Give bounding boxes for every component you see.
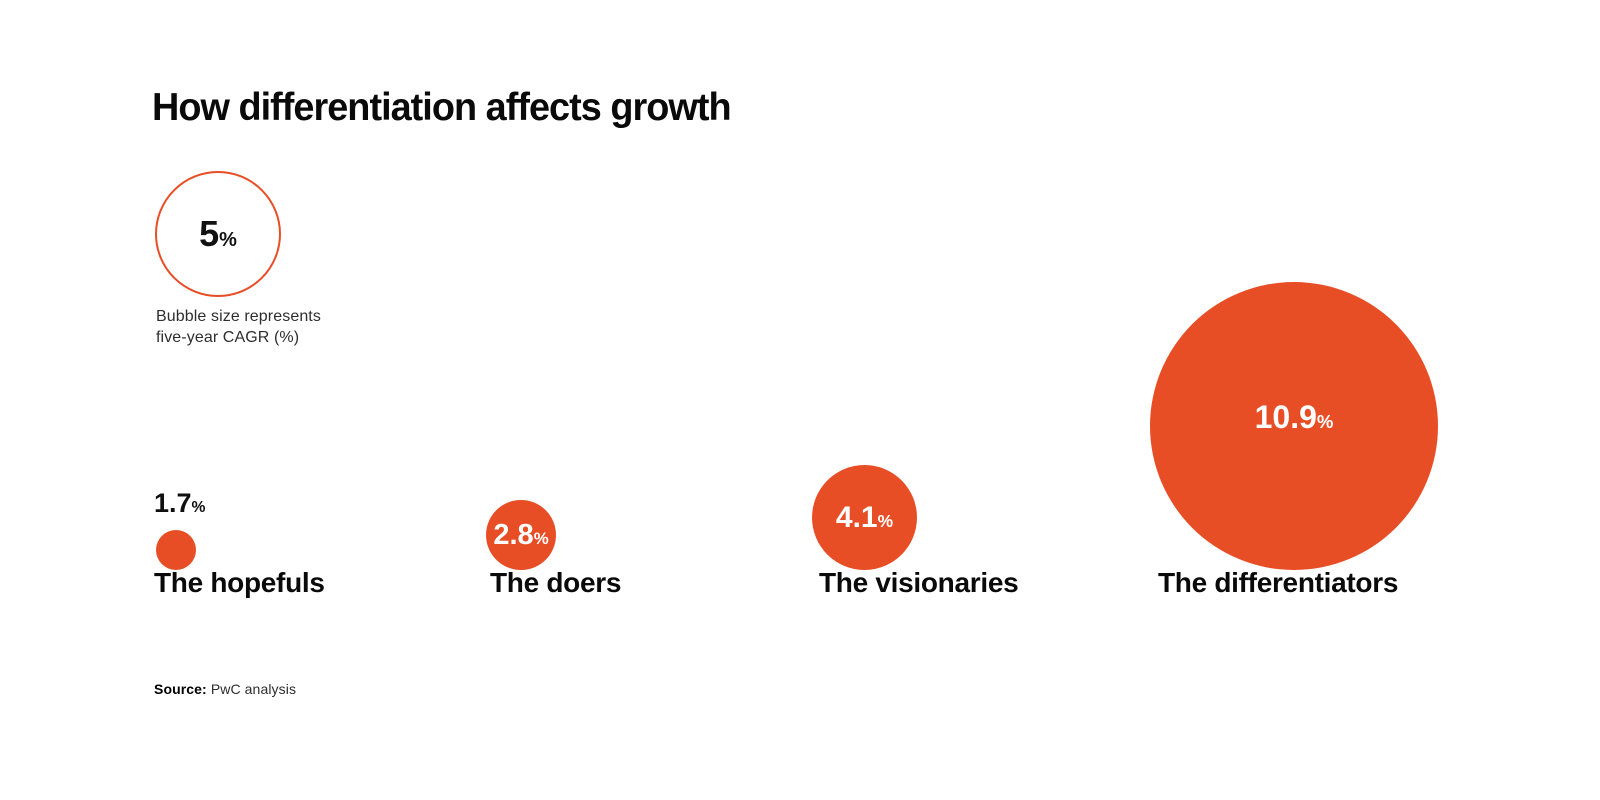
- bubble-value-differentiators: 10.9%: [1255, 401, 1334, 451]
- bubble-value-number: 4.1: [835, 500, 878, 534]
- legend-caption-line1: Bubble size represents: [156, 308, 321, 325]
- bubble-hopefuls: [156, 530, 196, 570]
- bubble-visionaries: 4.1%: [812, 465, 917, 570]
- legend-bubble-outline: 5%: [155, 171, 281, 297]
- legend-value-number: 5: [199, 213, 220, 254]
- legend-caption: Bubble size represents five-year CAGR (%…: [156, 306, 321, 348]
- chart-title: How differentiation affects growth: [152, 86, 732, 129]
- bubble-value-unit: %: [533, 528, 549, 548]
- legend-caption-line2: five-year CAGR (%): [156, 329, 300, 346]
- bubble-value-number: 1.7: [154, 488, 192, 518]
- legend-value-unit: %: [219, 229, 237, 251]
- bubble-value-hopefuls: 1.7%: [154, 490, 205, 517]
- category-label-hopefuls: The hopefuls: [154, 567, 325, 598]
- category-label-differentiators: The differentiators: [1158, 567, 1399, 598]
- bubble-value-visionaries: 4.1%: [835, 500, 894, 534]
- bubble-value-doers: 2.8%: [493, 518, 549, 551]
- bubble-value-unit: %: [877, 510, 894, 531]
- category-label-visionaries: The visionaries: [819, 567, 1019, 598]
- legend-value: 5%: [199, 216, 237, 252]
- source-line: Source: PwC analysis: [154, 681, 296, 697]
- category-label-doers: The doers: [490, 567, 622, 598]
- source-prefix: Source:: [154, 681, 207, 697]
- source-text: PwC analysis: [210, 681, 297, 697]
- bubble-value-unit: %: [191, 499, 206, 516]
- bubble-value-number: 10.9: [1254, 399, 1317, 435]
- bubble-value-unit: %: [1316, 411, 1334, 432]
- bubble-value-number: 2.8: [493, 518, 534, 551]
- bubble-doers: 2.8%: [486, 500, 556, 570]
- bubble-differentiators: 10.9%: [1150, 282, 1438, 570]
